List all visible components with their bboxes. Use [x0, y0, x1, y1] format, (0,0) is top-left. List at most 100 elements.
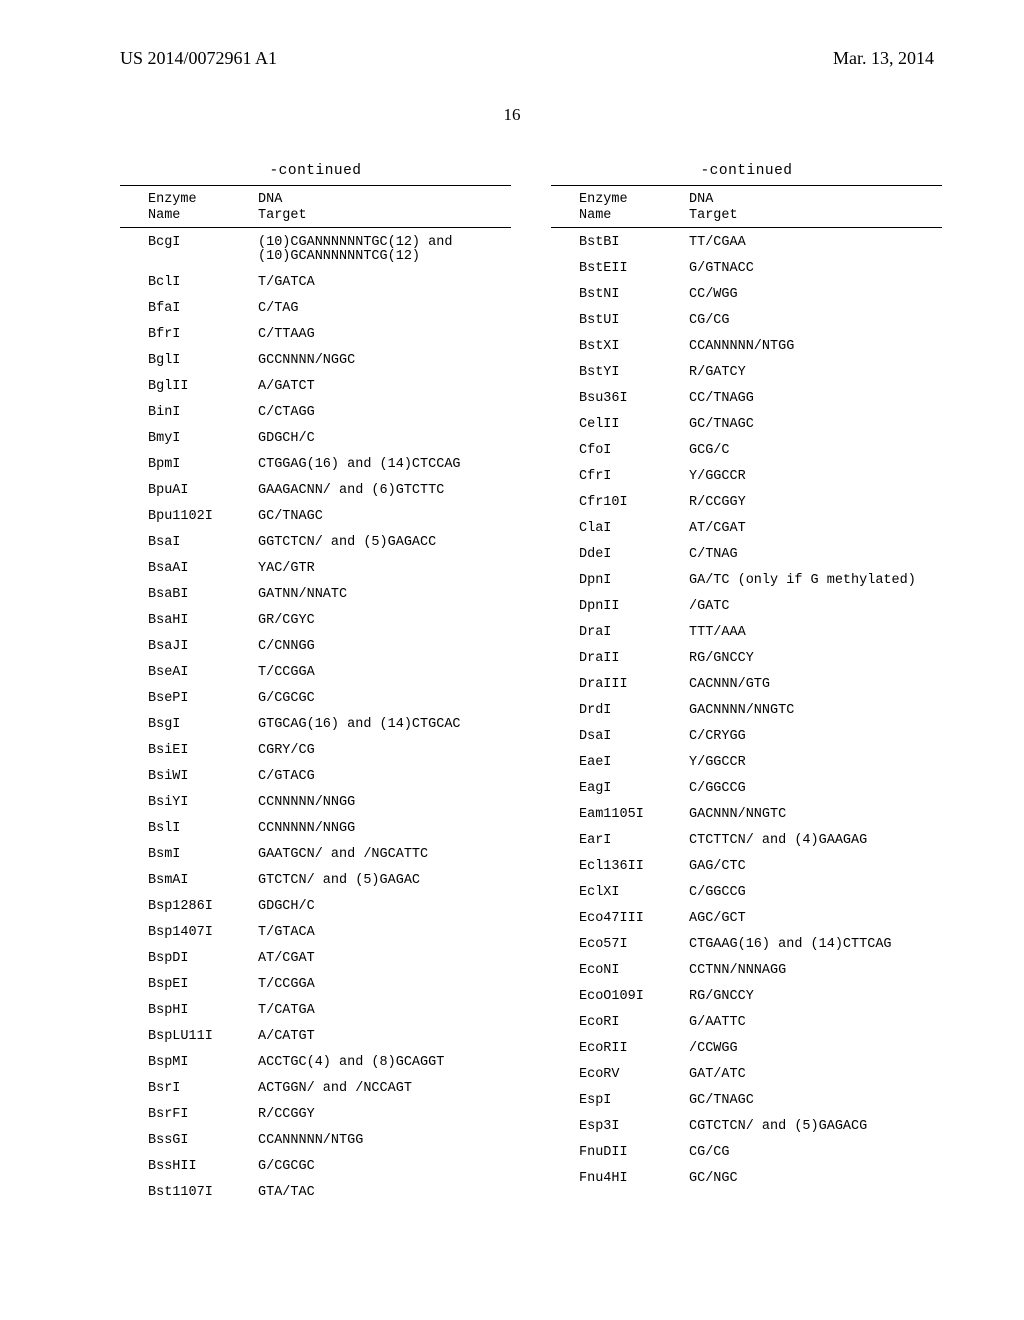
table-row: BssGICCANNNNN/NTGG [120, 1134, 511, 1148]
table-row: BspLU11IA/CATGT [120, 1030, 511, 1044]
enzyme-name: BsgI [148, 718, 258, 732]
table-row: BsePIG/CGCGC [120, 692, 511, 706]
table-row: BsiYICCNNNNN/NNGG [120, 796, 511, 810]
dna-target: Y/GGCCR [689, 756, 942, 770]
table-row: BssHIIG/CGCGC [120, 1160, 511, 1174]
dna-target: AGC/GCT [689, 912, 942, 926]
dna-target: TT/CGAA [689, 236, 942, 250]
page-number: 16 [0, 105, 1024, 125]
left-column: -continued EnzymeName DNATarget BcgI(10)… [120, 163, 511, 1212]
dna-target: CCANNNNN/NTGG [689, 340, 942, 354]
dna-target: C/GTACG [258, 770, 511, 784]
dna-target: CTCTTCN/ and (4)GAAGAG [689, 834, 942, 848]
enzyme-name: BsaBI [148, 588, 258, 602]
enzyme-name: Bsu36I [579, 392, 689, 406]
dna-target: T/GATCA [258, 276, 511, 290]
dna-target: GA/TC (only if G methylated) [689, 574, 942, 588]
dna-target: GDGCH/C [258, 432, 511, 446]
table-row: BspMIACCTGC(4) and (8)GCAGGT [120, 1056, 511, 1070]
table-row: BfrIC/TTAAG [120, 328, 511, 342]
table-row: BstYIR/GATCY [551, 366, 942, 380]
table-row: BsrFIR/CCGGY [120, 1108, 511, 1122]
dna-target: CTGGAG(16) and (14)CTCCAG [258, 458, 511, 472]
dna-target: C/CTAGG [258, 406, 511, 420]
table-row: EcoRVGAT/ATC [551, 1068, 942, 1082]
table-row: Fnu4HIGC/NGC [551, 1172, 942, 1186]
table-row: BspDIAT/CGAT [120, 952, 511, 966]
dna-target: CGRY/CG [258, 744, 511, 758]
enzyme-name: DraIII [579, 678, 689, 692]
table-row: DraITTT/AAA [551, 626, 942, 640]
table-row: DsaIC/CRYGG [551, 730, 942, 744]
table-row: BcgI(10)CGANNNNNNTGC(12) and (10)GCANNNN… [120, 236, 511, 263]
enzyme-name: BsmAI [148, 874, 258, 888]
enzyme-name: BsiYI [148, 796, 258, 810]
table-row: Bsp1286IGDGCH/C [120, 900, 511, 914]
table-row: BinIC/CTAGG [120, 406, 511, 420]
enzyme-name: Cfr10I [579, 496, 689, 510]
table-row: BstXICCANNNNN/NTGG [551, 340, 942, 354]
enzyme-name: BfrI [148, 328, 258, 342]
dna-target: Y/GGCCR [689, 470, 942, 484]
dna-target: G/CGCGC [258, 1160, 511, 1174]
dna-target: AT/CGAT [258, 952, 511, 966]
enzyme-name: BfaI [148, 302, 258, 316]
dna-target: G/AATTC [689, 1016, 942, 1030]
dna-target: CCNNNNN/NNGG [258, 822, 511, 836]
dna-target: T/GTACA [258, 926, 511, 940]
enzyme-name: BspHI [148, 1004, 258, 1018]
dna-target: GDGCH/C [258, 900, 511, 914]
table-row: BclIT/GATCA [120, 276, 511, 290]
dna-target: R/GATCY [689, 366, 942, 380]
table-row: DraIIRG/GNCCY [551, 652, 942, 666]
enzyme-name: BsiWI [148, 770, 258, 784]
table-row: EcoRIG/AATTC [551, 1016, 942, 1030]
enzyme-name: EcoRV [579, 1068, 689, 1082]
table-row: FnuDIICG/CG [551, 1146, 942, 1160]
dna-target: A/CATGT [258, 1030, 511, 1044]
dna-target: G/CGCGC [258, 692, 511, 706]
dna-target: RG/GNCCY [689, 652, 942, 666]
enzyme-name: BstUI [579, 314, 689, 328]
table-row: EclXIC/GGCCG [551, 886, 942, 900]
dna-target: YAC/GTR [258, 562, 511, 576]
table-row: BmyIGDGCH/C [120, 432, 511, 446]
table-row: Eco57ICTGAAG(16) and (14)CTTCAG [551, 938, 942, 952]
table-row: BsgIGTGCAG(16) and (14)CTGCAC [120, 718, 511, 732]
table-row: DpnIGA/TC (only if G methylated) [551, 574, 942, 588]
dna-target: CG/CG [689, 1146, 942, 1160]
right-table-body: BstBITT/CGAABstEIIG/GTNACCBstNICC/WGGBst… [551, 228, 942, 1186]
table-row: BpuAIGAAGACNN/ and (6)GTCTTC [120, 484, 511, 498]
enzyme-name: EcoNI [579, 964, 689, 978]
dna-target: CG/CG [689, 314, 942, 328]
table-row: DraIIICACNNN/GTG [551, 678, 942, 692]
table-row: BglIGCCNNNN/NGGC [120, 354, 511, 368]
enzyme-name: BsrFI [148, 1108, 258, 1122]
table-row: EcoO109IRG/GNCCY [551, 990, 942, 1004]
table-row: BstBITT/CGAA [551, 236, 942, 250]
enzyme-name: BstYI [579, 366, 689, 380]
continued-label: -continued [120, 163, 511, 179]
table-row: BsaIGGTCTCN/ and (5)GAGACC [120, 536, 511, 550]
enzyme-name: Bpu1102I [148, 510, 258, 524]
enzyme-name: CelII [579, 418, 689, 432]
enzyme-name: BspEI [148, 978, 258, 992]
enzyme-name: EcoRII [579, 1042, 689, 1056]
dna-target: C/GGCCG [689, 886, 942, 900]
table-row: Bpu1102IGC/TNAGC [120, 510, 511, 524]
publication-number: US 2014/0072961 A1 [120, 48, 277, 69]
table-row: DrdIGACNNNN/NNGTC [551, 704, 942, 718]
dna-target: GTGCAG(16) and (14)CTGCAC [258, 718, 511, 732]
dna-target: CCTNN/NNNAGG [689, 964, 942, 978]
table-row: BsaBIGATNN/NNATC [120, 588, 511, 602]
enzyme-name: BstBI [579, 236, 689, 250]
enzyme-name: BsaI [148, 536, 258, 550]
dna-target: ACTGGN/ and /NCCAGT [258, 1082, 511, 1096]
table-row: BsmAIGTCTCN/ and (5)GAGAC [120, 874, 511, 888]
enzyme-name: EarI [579, 834, 689, 848]
enzyme-name: Bsp1286I [148, 900, 258, 914]
enzyme-name: Bst1107I [148, 1186, 258, 1200]
enzyme-name: DpnII [579, 600, 689, 614]
table-row: BsaJIC/CNNGG [120, 640, 511, 654]
dna-target: T/CCGGA [258, 978, 511, 992]
